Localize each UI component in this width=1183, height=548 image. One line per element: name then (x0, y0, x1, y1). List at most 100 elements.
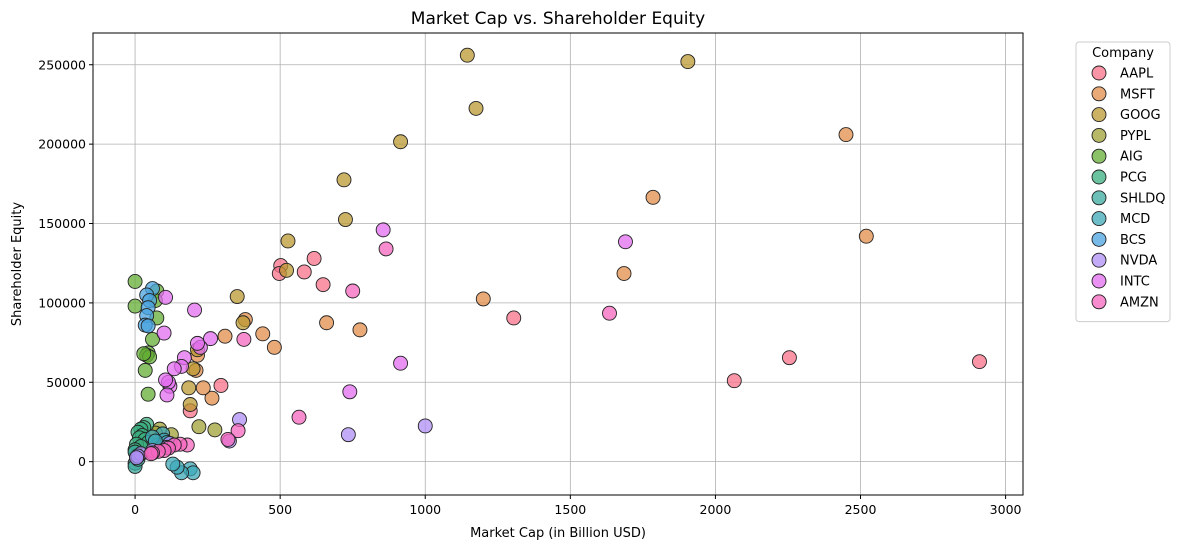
legend-marker-goog (1091, 107, 1107, 123)
point-intc (190, 335, 205, 351)
point-intc (618, 234, 633, 250)
point-goog (235, 315, 251, 331)
legend-marker-mcd (1091, 211, 1107, 227)
point-amzn (345, 283, 361, 299)
point-amzn (143, 446, 159, 462)
legend-label-pypl: PYPL (1120, 129, 1151, 144)
point-amzn (378, 241, 394, 257)
point-msft (195, 380, 211, 396)
legend: Company AAPL MSFT GOOG PYPL AIG PCG SHLDQ MCD BC… (1075, 41, 1171, 323)
point-bcs (140, 318, 156, 334)
point-intc (158, 372, 173, 388)
legend-label-goog: GOOG (1120, 108, 1161, 123)
legend-title: Company (1092, 46, 1154, 61)
y-tick-label: 200000 (38, 137, 86, 152)
legend-label-aig: AIG (1120, 150, 1143, 165)
point-aapl (972, 354, 987, 370)
legend-label-aapl: AAPL (1120, 67, 1154, 82)
point-goog (336, 172, 352, 188)
point-intc (375, 222, 391, 238)
point-amzn (230, 423, 246, 439)
point-goog (393, 134, 409, 150)
point-mcd (165, 456, 181, 472)
y-tick-label: 250000 (38, 57, 86, 72)
point-goog (279, 262, 294, 278)
point-intc (158, 289, 173, 305)
point-pypl (207, 422, 223, 438)
legend-marker-intc (1091, 273, 1107, 289)
point-aig (136, 346, 152, 362)
y-tick-label: 0 (78, 454, 86, 469)
x-tick-label: 2000 (700, 502, 732, 517)
point-msft (319, 315, 335, 331)
point-amzn (291, 409, 307, 425)
point-goog (280, 233, 296, 249)
x-tick-label: 3000 (990, 502, 1022, 517)
data-points (127, 47, 987, 481)
y-tick-label: 150000 (38, 216, 86, 231)
point-nvda (417, 418, 433, 434)
legend-label-amzn: AMZN (1120, 295, 1159, 310)
point-aig (145, 331, 160, 347)
point-goog (337, 212, 353, 227)
point-aapl (506, 310, 522, 326)
y-tick-label: 50000 (46, 375, 86, 390)
point-msft (616, 266, 632, 281)
point-goog (229, 289, 245, 304)
point-amzn (220, 431, 236, 447)
legend-label-shldq: SHLDQ (1120, 191, 1166, 206)
chart-title: Market Cap vs. Shareholder Equity (411, 9, 705, 29)
point-msft (645, 189, 661, 205)
x-tick-label: 2500 (845, 502, 877, 517)
legend-marker-bcs (1091, 231, 1107, 247)
point-aapl (781, 350, 797, 366)
legend-label-nvda: NVDA (1120, 254, 1157, 269)
legend-label-intc: INTC (1120, 275, 1150, 290)
point-aig (140, 386, 156, 402)
legend-label-mcd: MCD (1120, 212, 1150, 227)
legend-marker-pcg (1091, 169, 1107, 185)
point-msft (255, 326, 271, 342)
point-msft (475, 291, 491, 307)
point-aapl (296, 264, 312, 280)
legend-marker-aig (1091, 148, 1107, 164)
point-pypl (191, 419, 207, 435)
legend-items: AAPL MSFT GOOG PYPL AIG PCG SHLDQ MCD BCS NVDA INT… (1091, 65, 1166, 310)
y-tick-label: 100000 (38, 295, 86, 310)
point-msft (266, 339, 282, 355)
legend-marker-amzn (1091, 294, 1107, 310)
x-tick-label: 0 (131, 502, 139, 517)
legend-marker-msft (1091, 86, 1107, 102)
point-aapl (213, 378, 229, 393)
x-tick-label: 1000 (409, 502, 441, 517)
point-intc (166, 361, 182, 377)
grid-lines (93, 33, 1023, 495)
point-msft (204, 390, 220, 406)
point-goog (680, 54, 696, 70)
point-aig (127, 274, 143, 289)
point-intc (203, 331, 218, 347)
point-aapl (315, 277, 331, 293)
point-goog (182, 397, 198, 412)
legend-label-msft: MSFT (1120, 87, 1155, 102)
axis-ticks: 0 500 1000 1500 2000 2500 3000 0 50000 100000 1500… (38, 57, 1021, 517)
point-nvda (129, 450, 144, 466)
point-amzn (602, 305, 617, 321)
legend-label-pcg: PCG (1120, 171, 1147, 186)
point-goog (459, 47, 475, 63)
legend-label-bcs: BCS (1120, 233, 1146, 248)
point-goog (181, 380, 197, 396)
point-msft (352, 322, 368, 338)
point-msft (838, 127, 854, 143)
legend-marker-aapl (1091, 65, 1107, 81)
point-goog (468, 100, 484, 116)
point-nvda (340, 427, 356, 443)
x-tick-label: 500 (268, 502, 292, 517)
y-axis-label: Shareholder Equity (10, 202, 25, 326)
point-intc (156, 325, 172, 341)
legend-marker-pypl (1091, 127, 1107, 143)
point-intc (393, 355, 409, 371)
point-aig (127, 298, 143, 314)
legend-marker-nvda (1091, 252, 1107, 268)
